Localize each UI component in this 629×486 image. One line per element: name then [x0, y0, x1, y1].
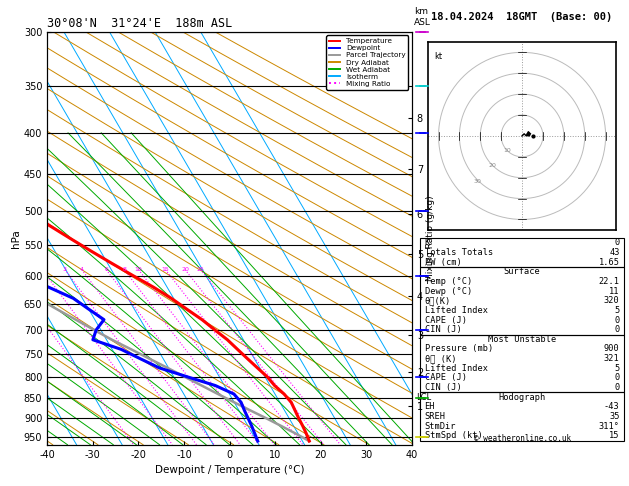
Bar [420, 392, 624, 440]
Text: Temp (°C): Temp (°C) [425, 277, 472, 286]
Text: 0: 0 [615, 315, 620, 325]
Text: 5: 5 [615, 364, 620, 373]
Text: CAPE (J): CAPE (J) [425, 315, 467, 325]
Text: Dewp (°C): Dewp (°C) [425, 287, 472, 295]
Text: StmSpd (kt): StmSpd (kt) [425, 431, 482, 440]
Text: 321: 321 [604, 354, 620, 363]
Text: 10: 10 [135, 267, 142, 272]
Legend: Temperature, Dewpoint, Parcel Trajectory, Dry Adiabat, Wet Adiabat, Isotherm, Mi: Temperature, Dewpoint, Parcel Trajectory… [326, 35, 408, 90]
Text: θᴇ (K): θᴇ (K) [425, 354, 456, 363]
Text: StmDir: StmDir [425, 421, 456, 431]
Bar [420, 267, 624, 334]
Bar [420, 238, 624, 267]
Text: 20: 20 [181, 267, 189, 272]
Text: Most Unstable: Most Unstable [488, 335, 556, 344]
Text: 8: 8 [122, 267, 126, 272]
Text: 11: 11 [609, 287, 620, 295]
Text: -43: -43 [604, 402, 620, 411]
Text: 10: 10 [503, 148, 511, 154]
Text: 320: 320 [604, 296, 620, 305]
Text: 1.65: 1.65 [599, 258, 620, 267]
Text: Hodograph: Hodograph [498, 393, 546, 402]
Text: © weatheronline.co.uk: © weatheronline.co.uk [474, 434, 571, 443]
Text: 18.04.2024  18GMT  (Base: 00): 18.04.2024 18GMT (Base: 00) [431, 12, 613, 22]
Text: Lifted Index: Lifted Index [425, 306, 487, 315]
Text: 311°: 311° [599, 421, 620, 431]
Text: 30°08'N  31°24'E  188m ASL: 30°08'N 31°24'E 188m ASL [47, 17, 233, 31]
Text: Lifted Index: Lifted Index [425, 364, 487, 373]
Text: 22.1: 22.1 [599, 277, 620, 286]
Text: 6: 6 [104, 267, 108, 272]
Text: 25: 25 [197, 267, 204, 272]
Text: CIN (J): CIN (J) [425, 383, 461, 392]
Bar [420, 334, 624, 392]
Text: PW (cm): PW (cm) [425, 258, 461, 267]
Text: 3: 3 [63, 267, 67, 272]
Text: 0: 0 [615, 373, 620, 382]
Y-axis label: hPa: hPa [11, 229, 21, 247]
Text: Pressure (mb): Pressure (mb) [425, 345, 493, 353]
Text: Surface: Surface [504, 267, 540, 277]
Text: km
ASL: km ASL [414, 7, 431, 27]
Text: 35: 35 [609, 412, 620, 421]
Text: 20: 20 [488, 163, 496, 169]
Text: kt: kt [435, 52, 442, 61]
Text: 0: 0 [615, 383, 620, 392]
Text: 0: 0 [615, 325, 620, 334]
X-axis label: Dewpoint / Temperature (°C): Dewpoint / Temperature (°C) [155, 465, 304, 475]
Y-axis label: Mixing Ratio (g/kg): Mixing Ratio (g/kg) [426, 195, 435, 281]
Text: LCL: LCL [416, 393, 431, 402]
Text: θᴇ(K): θᴇ(K) [425, 296, 451, 305]
Text: EH: EH [425, 402, 435, 411]
Text: Totals Totals: Totals Totals [425, 248, 493, 257]
Text: 30: 30 [473, 178, 481, 184]
Text: SREH: SREH [425, 412, 445, 421]
Text: CAPE (J): CAPE (J) [425, 373, 467, 382]
Text: 4: 4 [80, 267, 84, 272]
Text: CIN (J): CIN (J) [425, 325, 461, 334]
Text: 15: 15 [162, 267, 169, 272]
Text: K: K [425, 239, 430, 247]
Text: 0: 0 [615, 239, 620, 247]
Text: 900: 900 [604, 345, 620, 353]
Text: 15: 15 [609, 431, 620, 440]
Text: 43: 43 [609, 248, 620, 257]
Text: 5: 5 [615, 306, 620, 315]
